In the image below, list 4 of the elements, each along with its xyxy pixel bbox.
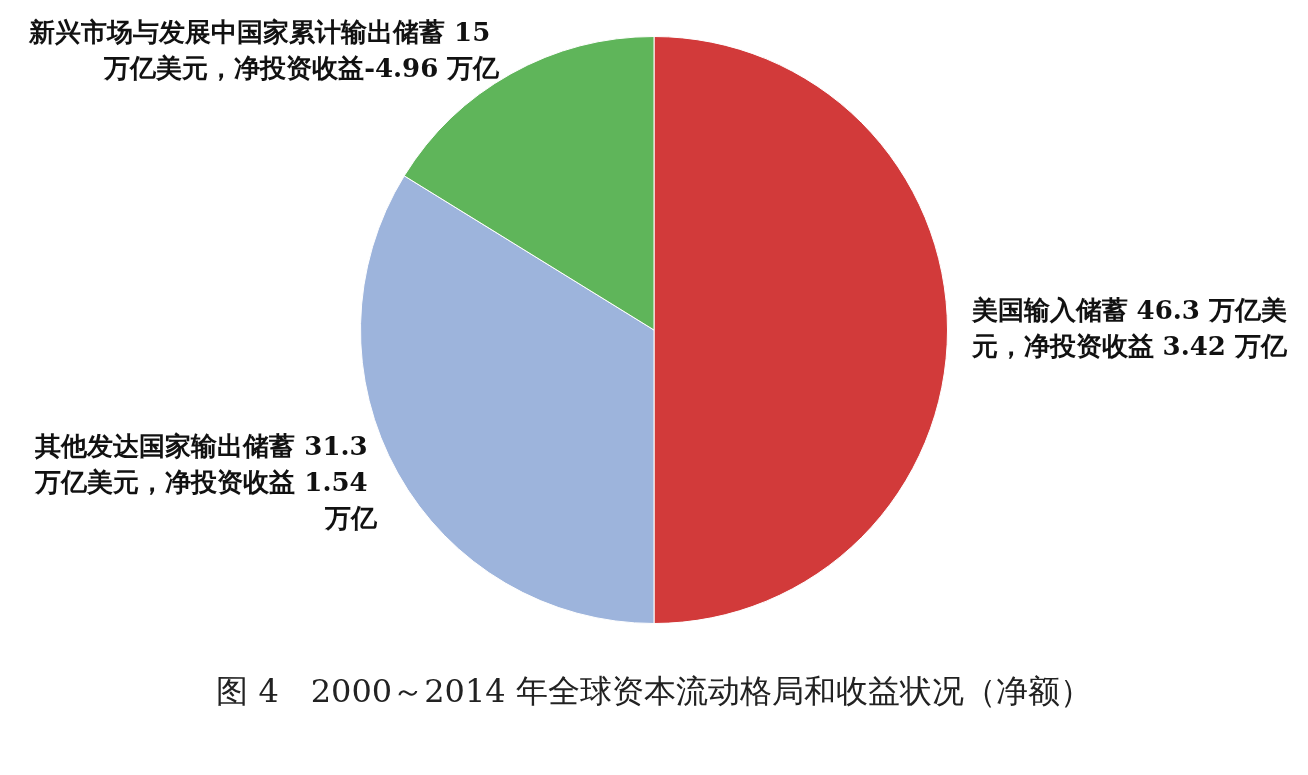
slice-label: 其他发达国家输出储蓄 31.3 万亿美元，净投资收益 1.54 万亿 — [34, 431, 378, 534]
slice-label: 新兴市场与发展中国家累计输出储蓄 15 万亿美元，净投资收益-4.96 万亿 — [28, 17, 501, 84]
text: 图 4 2000～2014 年全球资本流动格局和收益状况（净额） — [215, 671, 1093, 712]
slice-label: 美国输入储蓄 46.3 万亿美元，净投资收益 3.42 万亿 — [970, 294, 1288, 361]
